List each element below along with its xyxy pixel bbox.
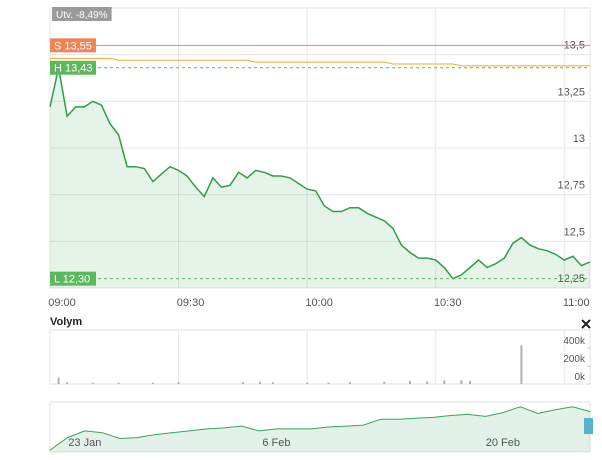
- volume-bar: [57, 377, 60, 384]
- x-tick-label: 10:00: [305, 297, 333, 309]
- volume-bar: [520, 345, 523, 384]
- volume-bar: [460, 380, 463, 384]
- y-tick-label: 13: [573, 133, 585, 145]
- reference-label: H 13,43: [54, 63, 93, 75]
- x-tick-label: 6 Feb: [262, 437, 290, 449]
- volume-bar: [177, 382, 180, 384]
- reference-label: S 13,55: [54, 40, 92, 52]
- reference-tag: [50, 60, 96, 75]
- y-tick-label: 13,25: [557, 86, 585, 98]
- navigator-handle[interactable]: [584, 418, 593, 434]
- volume-bar: [409, 380, 411, 384]
- volume-bar: [91, 382, 94, 384]
- close-button[interactable]: [581, 319, 591, 329]
- y-tick-label: 12,75: [557, 180, 585, 192]
- y-tick-label: 12,5: [564, 226, 585, 238]
- navigator-line: [49, 406, 591, 451]
- volume-bar: [327, 382, 330, 384]
- volume-bar: [349, 382, 351, 384]
- volume-bar: [151, 382, 154, 384]
- annotation: Utv. -8,49%: [56, 10, 108, 21]
- y-tick-label: 400k: [563, 336, 586, 347]
- x-tick-label: 20 Feb: [486, 437, 520, 449]
- reference-label: L 12,30: [54, 274, 90, 286]
- x-tick-label: 09:00: [48, 297, 76, 309]
- volume-bar: [117, 382, 120, 384]
- panel-title: Volym: [50, 316, 82, 328]
- volume-bar: [259, 381, 261, 384]
- y-tick-label: 200k: [563, 354, 586, 365]
- x-tick-label: 11:00: [563, 297, 590, 309]
- close-icon[interactable]: [581, 319, 591, 329]
- x-tick-label: 09:30: [177, 297, 205, 309]
- volume-bar: [271, 382, 274, 384]
- price-line: [50, 57, 590, 67]
- volume-bar: [383, 381, 386, 384]
- reference-tag: [50, 271, 96, 286]
- area-fill: [50, 67, 590, 288]
- volume-bar: [306, 382, 309, 384]
- x-tick-label: 10:30: [434, 297, 462, 309]
- volume-bar: [469, 380, 471, 384]
- volume-bar: [426, 381, 429, 384]
- volume-bar: [443, 380, 446, 384]
- price-line: [49, 67, 591, 280]
- annotation-box: [52, 7, 112, 21]
- volume-bar: [66, 382, 69, 384]
- x-tick-label: 23 Jan: [68, 437, 101, 449]
- navigator-area: [50, 406, 590, 452]
- y-tick-label: 0k: [574, 372, 586, 383]
- reference-tag: [50, 38, 96, 53]
- volume-bar: [241, 382, 244, 384]
